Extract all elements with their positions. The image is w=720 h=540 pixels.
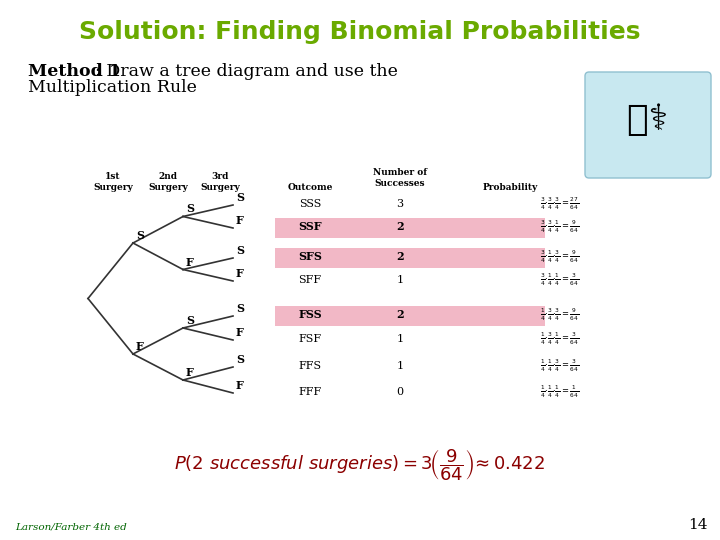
Text: Multiplication Rule: Multiplication Rule [28, 79, 197, 97]
Text: 1: 1 [397, 361, 404, 371]
Text: $\frac{1}{4}{\cdot}\frac{1}{4}{\cdot}\frac{1}{4}{=}\frac{1}{64}$: $\frac{1}{4}{\cdot}\frac{1}{4}{\cdot}\fr… [540, 384, 580, 400]
Text: $\frac{3}{4}{\cdot}\frac{3}{4}{\cdot}\frac{3}{4}{=}\frac{27}{64}$: $\frac{3}{4}{\cdot}\frac{3}{4}{\cdot}\fr… [540, 196, 580, 212]
Text: F: F [236, 215, 244, 226]
FancyBboxPatch shape [275, 306, 545, 326]
Text: S: S [186, 315, 194, 326]
FancyBboxPatch shape [275, 218, 545, 238]
Text: 1: 1 [397, 334, 404, 344]
Text: Larson/Farber 4th ed: Larson/Farber 4th ed [15, 523, 127, 532]
Text: SSF: SSF [298, 221, 322, 233]
Text: Probability: Probability [482, 183, 538, 192]
Text: $P(2\ \mathit{successful\ surgeries}) = 3\!\left(\dfrac{9}{64}\right)\! \approx : $P(2\ \mathit{successful\ surgeries}) = … [174, 447, 546, 483]
Text: F: F [236, 327, 244, 338]
Text: SFS: SFS [298, 252, 322, 262]
Text: S: S [186, 204, 194, 214]
Text: S: S [236, 245, 244, 256]
Text: F: F [186, 367, 194, 378]
Text: S: S [136, 230, 144, 241]
Text: F: F [236, 380, 244, 391]
Text: : Draw a tree diagram and use the: : Draw a tree diagram and use the [95, 64, 398, 80]
Text: FSF: FSF [298, 334, 322, 344]
Text: Outcome: Outcome [287, 183, 333, 192]
Text: S: S [236, 354, 244, 365]
Text: $\frac{3}{4}{\cdot}\frac{3}{4}{\cdot}\frac{1}{4}{=}\frac{9}{64}$: $\frac{3}{4}{\cdot}\frac{3}{4}{\cdot}\fr… [540, 219, 580, 235]
Text: F: F [136, 341, 144, 352]
Text: $\frac{1}{4}{\cdot}\frac{3}{4}{\cdot}\frac{1}{4}{=}\frac{3}{64}$: $\frac{1}{4}{\cdot}\frac{3}{4}{\cdot}\fr… [540, 331, 580, 347]
Text: 👨‍⚕️: 👨‍⚕️ [627, 103, 669, 137]
Text: 3rd
Surgery: 3rd Surgery [200, 172, 240, 192]
Text: Number of
Successes: Number of Successes [373, 168, 427, 188]
Text: FFF: FFF [298, 387, 322, 397]
Text: Solution: Finding Binomial Probabilities: Solution: Finding Binomial Probabilities [79, 20, 641, 44]
Text: $\frac{3}{4}{\cdot}\frac{1}{4}{\cdot}\frac{1}{4}{=}\frac{3}{64}$: $\frac{3}{4}{\cdot}\frac{1}{4}{\cdot}\fr… [540, 272, 580, 288]
Text: 2: 2 [396, 221, 404, 233]
Text: $\frac{1}{4}{\cdot}\frac{3}{4}{\cdot}\frac{3}{4}{=}\frac{9}{64}$: $\frac{1}{4}{\cdot}\frac{3}{4}{\cdot}\fr… [540, 307, 580, 323]
Text: FSS: FSS [298, 309, 322, 321]
Text: SSS: SSS [299, 199, 321, 209]
Text: SFF: SFF [298, 275, 322, 285]
FancyBboxPatch shape [275, 248, 545, 268]
Text: F: F [186, 256, 194, 267]
Text: Method 1: Method 1 [28, 64, 121, 80]
FancyBboxPatch shape [585, 72, 711, 178]
Text: 2: 2 [396, 309, 404, 321]
Text: 1: 1 [397, 275, 404, 285]
Text: $\frac{1}{4}{\cdot}\frac{1}{4}{\cdot}\frac{3}{4}{=}\frac{3}{64}$: $\frac{1}{4}{\cdot}\frac{1}{4}{\cdot}\fr… [540, 358, 580, 374]
Text: F: F [236, 268, 244, 279]
Text: 0: 0 [397, 387, 404, 397]
Text: 3: 3 [397, 199, 404, 209]
Text: FFS: FFS [298, 361, 322, 371]
Text: $\frac{3}{4}{\cdot}\frac{1}{4}{\cdot}\frac{3}{4}{=}\frac{9}{64}$: $\frac{3}{4}{\cdot}\frac{1}{4}{\cdot}\fr… [540, 249, 580, 265]
Text: S: S [236, 192, 244, 203]
Text: 2nd
Surgery: 2nd Surgery [148, 172, 188, 192]
Text: 2: 2 [396, 252, 404, 262]
Text: 14: 14 [688, 518, 708, 532]
Text: S: S [236, 303, 244, 314]
Text: 1st
Surgery: 1st Surgery [93, 172, 133, 192]
